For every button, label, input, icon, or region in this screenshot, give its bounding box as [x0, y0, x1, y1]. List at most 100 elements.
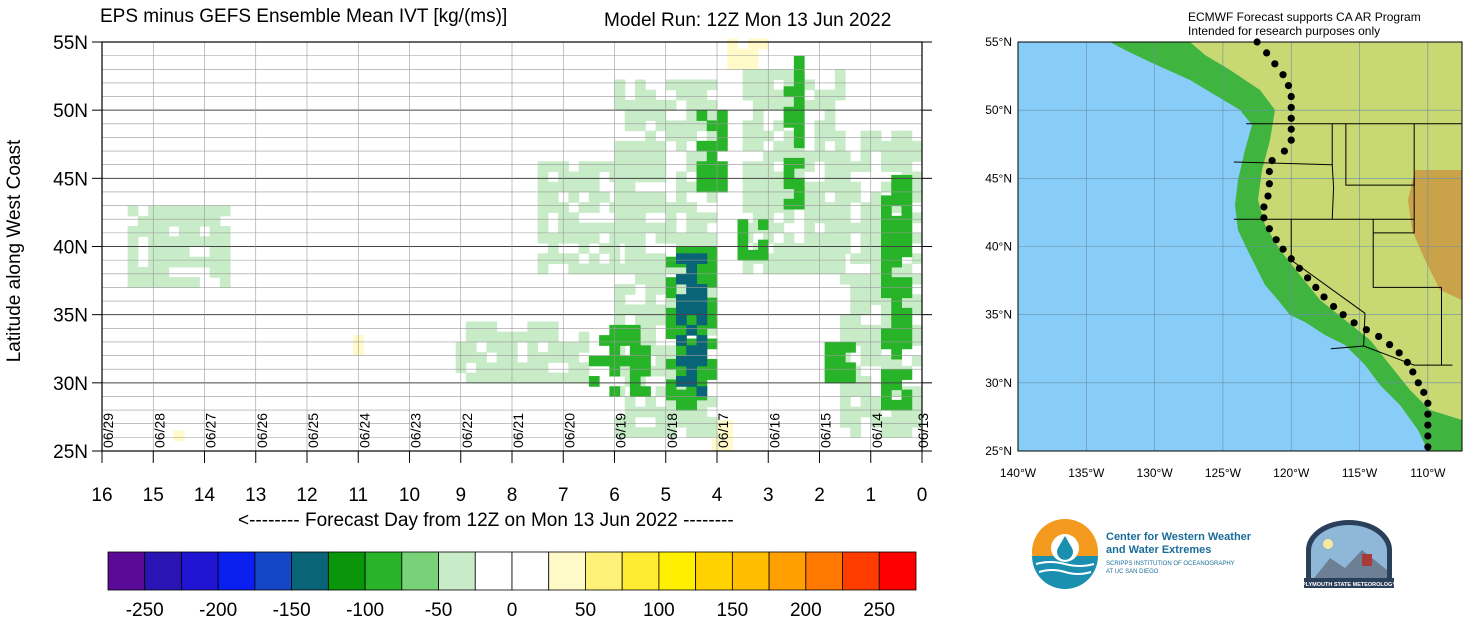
heatmap-cell	[635, 263, 646, 275]
heatmap-cell	[348, 209, 359, 220]
heatmap-cell	[793, 106, 805, 118]
heatmap-cell	[194, 137, 205, 149]
heatmap-cell	[327, 106, 339, 118]
heatmap-cell	[583, 127, 595, 138]
heatmap-cell	[471, 178, 482, 190]
heatmap-cell	[276, 229, 287, 241]
heatmap-cell	[696, 266, 708, 278]
heatmap-cell	[686, 79, 697, 91]
heatmap-cell	[583, 116, 595, 128]
heatmap-cell	[481, 157, 492, 169]
heatmap-cell	[706, 318, 718, 329]
heatmap-cell	[686, 376, 697, 387]
heatmap-cell	[348, 147, 359, 159]
heatmap-cell	[850, 304, 861, 316]
heatmap-cell	[460, 198, 472, 210]
heatmap-cell	[450, 413, 462, 425]
heatmap-cell	[624, 171, 636, 183]
heatmap-cell	[132, 137, 144, 149]
heatmap-cell	[430, 352, 441, 363]
x-tick-label: 10	[399, 485, 420, 506]
heatmap-cell	[389, 249, 400, 261]
coast-point-marker	[1385, 341, 1394, 349]
coast-point-marker	[1265, 167, 1273, 176]
heatmap-cell	[522, 209, 533, 220]
heatmap-cell	[834, 341, 846, 353]
heatmap-cell	[706, 120, 718, 132]
heatmap-cell	[706, 212, 718, 224]
heatmap-cell	[676, 369, 687, 380]
colorbar-swatch	[585, 551, 623, 591]
heatmap-cell	[578, 263, 590, 275]
heatmap-cell	[665, 99, 677, 111]
heatmap-cell	[266, 239, 277, 251]
heatmap-cell	[307, 239, 318, 251]
heatmap-cell	[804, 243, 815, 254]
heatmap-cell	[501, 157, 513, 169]
heatmap-cell	[686, 246, 697, 258]
heatmap-cell	[327, 178, 339, 190]
heatmap-cell	[245, 239, 257, 251]
heatmap-cell	[881, 151, 892, 162]
heatmap-cell	[471, 301, 482, 312]
heatmap-cell	[419, 280, 431, 292]
heatmap-cell	[173, 198, 185, 210]
heatmap-cell	[168, 277, 180, 288]
heatmap-cell	[430, 403, 441, 415]
heatmap-cell	[399, 147, 410, 159]
heatmap-cell	[194, 116, 205, 128]
heatmap-cell	[737, 239, 749, 251]
heatmap-cell	[629, 345, 641, 357]
heatmap-cell	[624, 416, 636, 428]
heatmap-cell	[409, 198, 421, 210]
heatmap-cell	[194, 106, 205, 118]
heatmap-cell	[696, 222, 708, 234]
heatmap-cell	[619, 355, 631, 367]
heatmap-cell	[696, 181, 708, 193]
heatmap-cell	[481, 127, 492, 138]
heatmap-cell	[522, 219, 533, 230]
map-central-valley	[1245, 240, 1305, 312]
heatmap-cell	[527, 362, 539, 374]
heatmap-cell	[358, 116, 369, 128]
heatmap-cell	[860, 386, 872, 397]
heatmap-cell	[686, 406, 697, 418]
heatmap-cell	[440, 116, 451, 128]
heatmap-cell	[665, 307, 677, 319]
heatmap-cell	[553, 413, 564, 425]
heatmap-cell	[430, 372, 441, 384]
heatmap-cell	[860, 151, 872, 162]
heatmap-cell	[783, 106, 795, 118]
heatmap-cell	[450, 106, 462, 118]
heatmap-cell	[235, 229, 246, 241]
heatmap-cell	[553, 290, 564, 302]
heatmap-cell	[676, 416, 687, 428]
heatmap-cell	[460, 127, 472, 138]
heatmap-cell	[737, 229, 749, 241]
heatmap-cell	[189, 226, 200, 237]
heatmap-cell	[727, 38, 738, 50]
heatmap-cell	[840, 212, 851, 224]
heatmap-cell	[901, 246, 913, 258]
heatmap-cell	[143, 168, 154, 179]
heatmap-cell	[655, 222, 667, 234]
date-label: 06/18	[664, 413, 680, 448]
heatmap-cell	[214, 147, 226, 159]
heatmap-cell	[501, 321, 513, 333]
heatmap-cell	[578, 161, 590, 173]
heatmap-cell	[225, 178, 236, 190]
heatmap-cell	[184, 198, 195, 210]
heatmap-cell	[501, 168, 513, 179]
heatmap-cell	[501, 301, 513, 312]
heatmap-cell	[419, 137, 431, 149]
heatmap-cell	[178, 256, 190, 268]
heatmap-cell	[214, 116, 226, 128]
heatmap-cell	[440, 249, 451, 261]
heatmap-cell	[911, 355, 923, 367]
heatmap-cell	[358, 157, 369, 169]
heatmap-cell	[840, 243, 851, 254]
heatmap-cell	[214, 137, 226, 149]
heatmap-cell	[891, 185, 902, 196]
heatmap-cell	[189, 205, 200, 217]
